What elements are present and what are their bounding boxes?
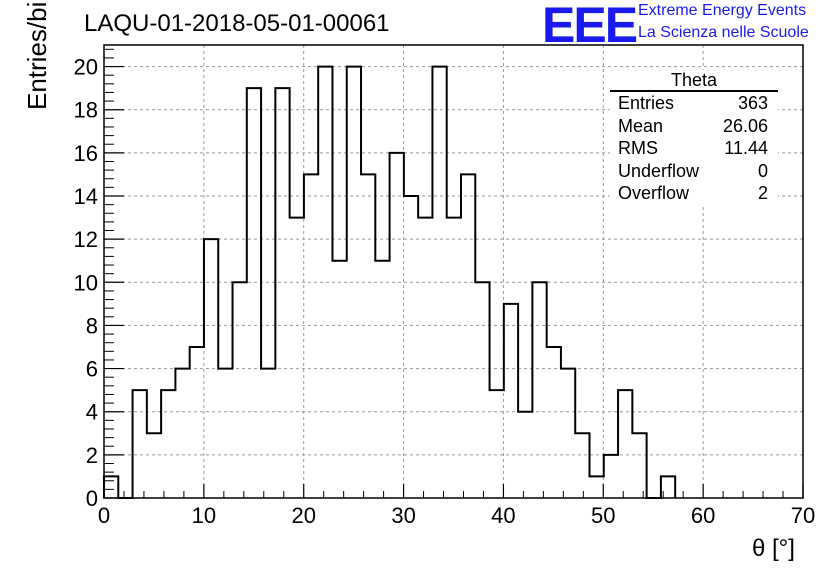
y-tick-label: 8: [86, 313, 98, 338]
histogram-bin: [561, 369, 575, 498]
histogram-bin: [332, 261, 346, 498]
histogram-bin: [504, 304, 518, 498]
stats-row-rms: RMS 11.44: [610, 137, 778, 160]
histogram-bin: [233, 282, 247, 498]
x-axis-label: θ [°]: [752, 535, 795, 562]
histogram-bin: [447, 218, 461, 498]
histogram-bin: [175, 369, 189, 498]
histogram-bin: [461, 174, 475, 498]
stats-value: 363: [737, 93, 768, 113]
x-tick-label: 40: [491, 503, 515, 528]
histogram-bin: [632, 433, 646, 498]
x-tick-label: 20: [291, 503, 315, 528]
histogram-bin: [161, 390, 175, 498]
x-tick-label: 50: [591, 503, 615, 528]
y-tick-label: 12: [74, 227, 98, 252]
stats-box: Theta Entries 363 Mean 26.06 RMS 11.44 U…: [610, 70, 778, 205]
plot-frame: [103, 44, 804, 499]
logo-text-line2: La Scienza nelle Scuole: [638, 24, 809, 41]
stats-row-mean: Mean 26.06: [610, 115, 778, 138]
y-tick-label: 2: [86, 443, 98, 468]
eee-logo: EEE: [542, 0, 638, 53]
stats-value: 26.06: [722, 115, 768, 136]
x-tick-label: 60: [691, 503, 715, 528]
histogram-bin: [218, 369, 232, 498]
histogram-bin: [304, 174, 318, 498]
histogram-bin: [604, 455, 618, 498]
y-tick-label: 4: [86, 400, 98, 425]
histogram-bin: [547, 347, 561, 498]
histogram-bin: [390, 153, 404, 498]
histogram-bin: [490, 390, 504, 498]
stats-value: 0: [757, 160, 768, 181]
stats-title: Theta: [610, 70, 778, 92]
histogram-bin: [575, 433, 589, 498]
histogram-bin: [190, 347, 204, 498]
stats-value: 11.44: [724, 138, 768, 158]
x-tick-label: 0: [98, 503, 110, 528]
stats-label: Overflow: [618, 183, 690, 203]
histogram-bin: [590, 476, 604, 498]
stats-label: Underflow: [618, 160, 700, 181]
y-tick-label: 10: [74, 270, 98, 295]
y-axis-label: Entries/bin: [22, 0, 52, 110]
y-tick-label: 14: [74, 184, 98, 209]
histogram-bin: [475, 282, 489, 498]
stats-value: 2: [757, 183, 768, 203]
histogram-step-line: [103, 65, 677, 499]
histogram-bin: [147, 433, 161, 498]
stats-label: Entries: [618, 93, 675, 113]
x-tick-label: 30: [391, 503, 415, 528]
histogram-bin: [133, 390, 147, 498]
histogram-bin: [290, 218, 304, 498]
histogram-bin: [247, 88, 261, 498]
y-tick-label: 18: [74, 98, 98, 123]
histogram-bin: [404, 196, 418, 498]
x-tick-label: 10: [192, 503, 216, 528]
stats-label: RMS: [618, 138, 658, 158]
stats-label: Mean: [618, 115, 664, 136]
histogram-bin: [361, 174, 375, 498]
histogram-bin: [275, 88, 289, 498]
histogram-bin: [532, 282, 546, 498]
chart-title: LAQU-01-2018-05-01-00061: [84, 10, 390, 37]
histogram-bin: [104, 476, 118, 498]
histogram-bin: [261, 369, 275, 498]
x-tick-label: 70: [791, 503, 815, 528]
stats-row-overflow: Overflow 2: [610, 182, 778, 205]
stats-row-underflow: Underflow 0: [610, 160, 778, 183]
histogram-bin: [418, 218, 432, 498]
y-tick-label: 16: [74, 141, 98, 166]
logo-text-line1: Extreme Energy Events: [638, 2, 807, 19]
histogram-bin: [375, 261, 389, 498]
y-tick-label: 20: [74, 55, 98, 80]
stats-row-entries: Entries 363: [610, 92, 778, 115]
histogram-bin: [618, 390, 632, 498]
y-tick-label: 0: [86, 486, 98, 511]
y-tick-label: 6: [86, 357, 98, 382]
